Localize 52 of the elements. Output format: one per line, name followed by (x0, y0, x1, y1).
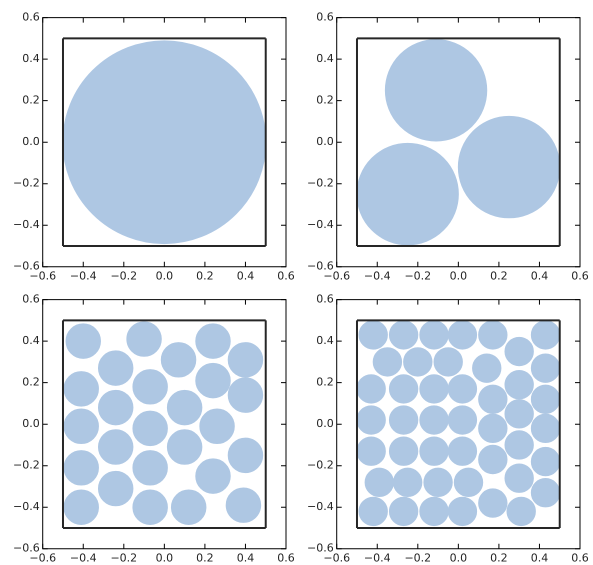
x-tick-label: 0.6 (277, 551, 295, 564)
y-tick-label: −0.6 (306, 542, 334, 555)
y-tick-label: −0.2 (306, 458, 334, 472)
y-tick-label: −0.4 (12, 500, 40, 514)
x-tick-label: 0.6 (571, 551, 589, 564)
x-tick-label: −0.4 (364, 269, 391, 282)
y-tick-label: −0.4 (12, 218, 40, 232)
x-tick-label: 0.4 (530, 551, 548, 564)
x-tick-label: −0.4 (70, 269, 97, 282)
x-tick-label: −0.4 (364, 551, 391, 564)
x-tick-label: −0.2 (110, 269, 138, 282)
y-tick-label: 0.4 (316, 334, 334, 347)
y-tick-label: −0.4 (306, 500, 334, 514)
x-tick-label: 0.6 (571, 269, 589, 282)
y-tick-label: −0.2 (12, 458, 40, 472)
x-tick-label: 0.4 (530, 269, 548, 282)
y-tick-label: 0.4 (22, 334, 40, 347)
y-tick-label: −0.2 (12, 176, 40, 190)
x-tick-label: 0.0 (450, 551, 468, 564)
y-tick-label: 0.0 (316, 417, 334, 430)
y-tick-label: 0.6 (22, 10, 40, 24)
x-tick-label: −0.2 (110, 551, 138, 564)
x-tick-label: 0.4 (236, 269, 254, 282)
x-tick-label: 0.0 (156, 269, 174, 282)
x-tick-label: −0.2 (404, 269, 432, 282)
y-tick-label: 0.6 (22, 292, 40, 306)
x-tick-label: 0.0 (156, 551, 174, 564)
x-tick-label: 0.2 (196, 551, 214, 564)
x-tick-label: −0.4 (70, 551, 97, 564)
y-tick-label: 0.4 (316, 52, 334, 65)
y-tick-label: 0.0 (22, 417, 40, 430)
y-tick-label: 0.2 (22, 376, 40, 389)
x-tick-label: 0.2 (490, 269, 508, 282)
x-tick-label: 0.4 (236, 551, 254, 564)
y-tick-label: 0.2 (316, 94, 334, 107)
y-tick-label: 0.2 (22, 94, 40, 107)
y-tick-label: −0.6 (12, 260, 40, 273)
y-tick-label: 0.4 (22, 52, 40, 65)
y-tick-label: 0.0 (316, 135, 334, 148)
x-tick-label: 0.6 (277, 269, 295, 282)
y-tick-label: 0.2 (316, 376, 334, 389)
y-tick-label: −0.6 (306, 260, 334, 273)
x-tick-label: −0.2 (404, 551, 432, 564)
x-tick-label: 0.2 (196, 269, 214, 282)
x-tick-label: 0.0 (450, 269, 468, 282)
y-tick-label: 0.6 (316, 10, 334, 24)
y-tick-label: 0.0 (22, 135, 40, 148)
y-tick-label: −0.4 (306, 218, 334, 232)
y-tick-label: −0.2 (306, 176, 334, 190)
y-tick-label: −0.6 (12, 542, 40, 555)
y-tick-label: 0.6 (316, 292, 334, 306)
x-tick-label: 0.2 (490, 551, 508, 564)
